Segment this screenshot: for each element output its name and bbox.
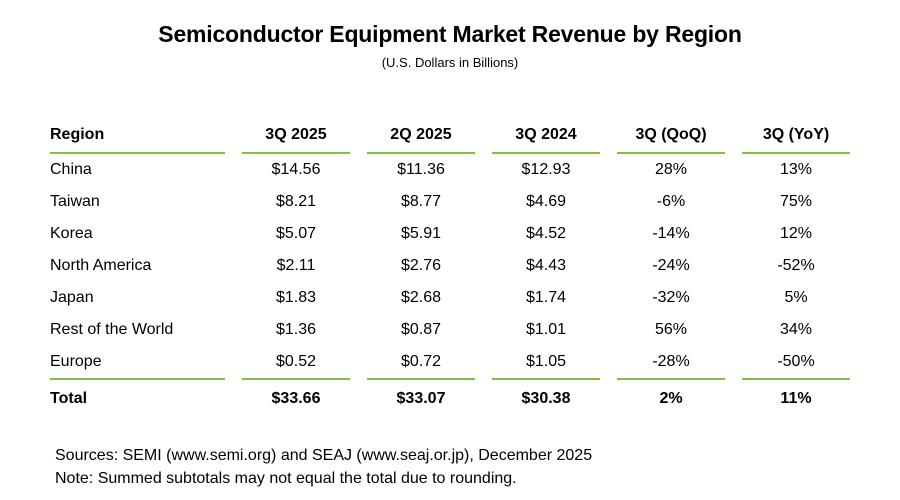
value-qoq: -32% xyxy=(652,289,690,306)
value-2q2025: $11.36 xyxy=(397,161,445,178)
value-qoq: 56% xyxy=(654,321,688,338)
value-3q2025: $0.52 xyxy=(242,346,350,380)
sources-text: Sources: SEMI (www.semi.org) and SEAJ (w… xyxy=(55,447,593,464)
value-3q2024: $4.43 xyxy=(525,257,567,274)
revenue-table: Region 3Q 2025 2Q 2025 3Q 2024 3Q (QoQ) … xyxy=(33,106,867,418)
table-row-europe: Europe $0.52 $0.72 $1.05 -28% -50% xyxy=(50,346,850,380)
value-qoq: -24% xyxy=(652,257,690,274)
region-label: North America xyxy=(50,257,152,274)
table-row-north-america: North America $2.11 $2.76 $4.43 -24% -52… xyxy=(50,250,850,282)
value-qoq: -6% xyxy=(656,193,686,210)
value-yoy: 75% xyxy=(779,193,813,210)
table-row-china: China $14.56 $11.36 $12.93 28% 13% xyxy=(50,154,850,186)
total-qoq: 2% xyxy=(659,390,683,407)
footer: Sources: SEMI (www.semi.org) and SEAJ (w… xyxy=(55,444,900,490)
value-yoy: -52% xyxy=(777,257,815,274)
value-3q2024: $1.74 xyxy=(525,289,567,306)
table-row-taiwan: Taiwan $8.21 $8.77 $4.69 -6% 75% xyxy=(50,186,850,218)
value-2q2025: $0.72 xyxy=(367,346,475,380)
value-3q2024: $1.01 xyxy=(525,321,567,338)
col-header-yoy: 3Q (YoY) xyxy=(742,106,850,154)
table-row-japan: Japan $1.83 $2.68 $1.74 -32% 5% xyxy=(50,282,850,314)
total-3q2025: $33.66 xyxy=(271,390,321,407)
value-3q2025: $8.21 xyxy=(275,193,317,210)
value-yoy: 13% xyxy=(779,161,813,178)
total-yoy: 11% xyxy=(780,390,812,407)
total-label: Total xyxy=(50,390,88,407)
value-3q2024: $12.93 xyxy=(521,161,571,178)
value-3q2024: $1.05 xyxy=(492,346,600,380)
total-3q2024: $30.38 xyxy=(521,390,571,407)
value-2q2025: $2.68 xyxy=(400,289,442,306)
col-header-2q2025: 2Q 2025 xyxy=(367,106,475,154)
value-yoy: 34% xyxy=(779,321,813,338)
table-row-total: Total $33.66 $33.07 $30.38 2% 11% xyxy=(50,380,850,418)
col-header-region: Region xyxy=(50,106,225,154)
value-3q2025: $5.07 xyxy=(275,225,317,242)
col-header-3q2025: 3Q 2025 xyxy=(242,106,350,154)
value-3q2025: $1.36 xyxy=(275,321,317,338)
col-header-qoq: 3Q (QoQ) xyxy=(617,106,725,154)
total-2q2025: $33.07 xyxy=(396,390,446,407)
region-label: Taiwan xyxy=(50,193,100,210)
value-3q2025: $1.83 xyxy=(275,289,317,306)
value-3q2024: $4.69 xyxy=(525,193,567,210)
value-2q2025: $2.76 xyxy=(400,257,442,274)
value-qoq: -28% xyxy=(617,346,725,380)
note-text: Note: Summed subtotals may not equal the… xyxy=(55,470,517,487)
page-subtitle: (U.S. Dollars in Billions) xyxy=(381,55,519,70)
region-label: Japan xyxy=(50,289,94,306)
region-label: Korea xyxy=(50,225,93,242)
table-header-row: Region 3Q 2025 2Q 2025 3Q 2024 3Q (QoQ) … xyxy=(50,106,850,154)
table-row-korea: Korea $5.07 $5.91 $4.52 -14% 12% xyxy=(50,218,850,250)
value-3q2025: $2.11 xyxy=(276,257,316,274)
value-qoq: 28% xyxy=(654,161,688,178)
value-3q2024: $4.52 xyxy=(525,225,567,242)
col-header-3q2024: 3Q 2024 xyxy=(492,106,600,154)
value-yoy: -50% xyxy=(742,346,850,380)
value-yoy: 12% xyxy=(779,225,813,242)
value-2q2025: $0.87 xyxy=(400,321,442,338)
value-3q2025: $14.56 xyxy=(271,161,321,178)
value-2q2025: $8.77 xyxy=(400,193,442,210)
value-qoq: -14% xyxy=(652,225,690,242)
region-label: Europe xyxy=(50,346,225,380)
table-row-rest-of-world: Rest of the World $1.36 $0.87 $1.01 56% … xyxy=(50,314,850,346)
value-yoy: 5% xyxy=(784,289,808,306)
region-label: Rest of the World xyxy=(50,321,174,338)
page-title: Semiconductor Equipment Market Revenue b… xyxy=(158,21,742,47)
region-label: China xyxy=(50,161,92,178)
value-2q2025: $5.91 xyxy=(400,225,442,242)
